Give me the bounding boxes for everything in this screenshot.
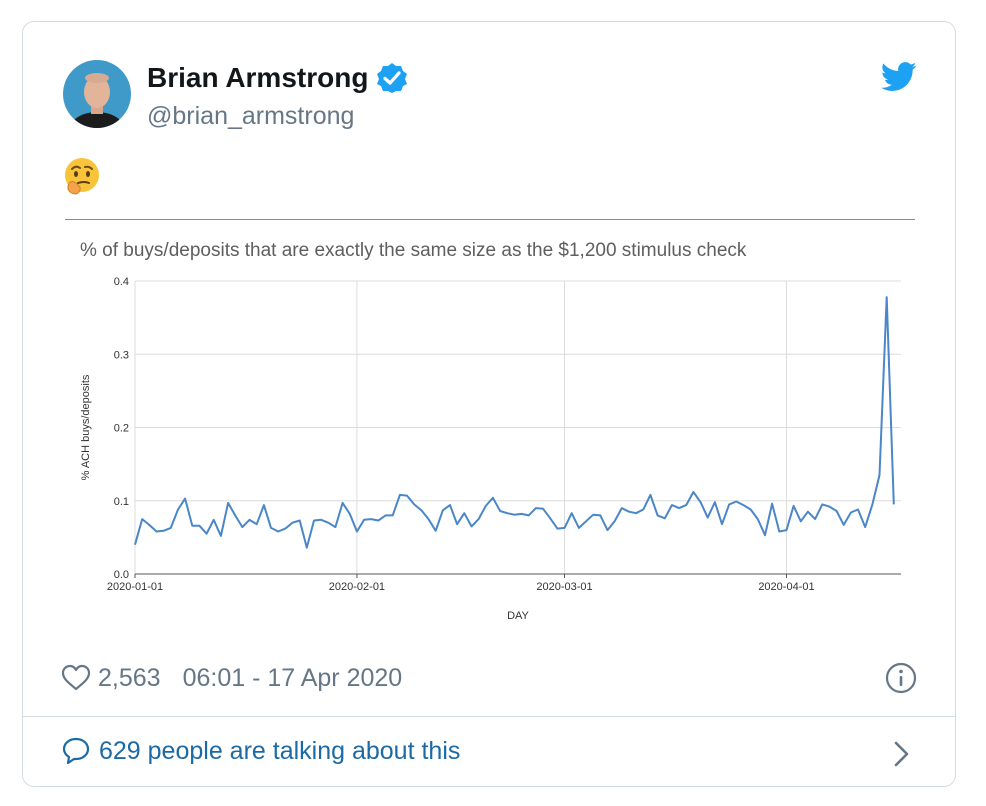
y-tick-label: 0.1 xyxy=(114,496,129,508)
y-tick-label: 0.3 xyxy=(114,349,129,361)
y-tick-label: 0.2 xyxy=(114,423,129,435)
thinking-face-emoji xyxy=(65,158,99,195)
series-line xyxy=(134,296,895,549)
tweet-timestamp[interactable]: 06:01 - 17 Apr 2020 xyxy=(182,663,403,692)
chart-container: % of buys/deposits that are exactly the … xyxy=(23,220,957,640)
footer-divider xyxy=(23,716,955,717)
avatar[interactable] xyxy=(63,60,131,128)
x-tick-label: 2020-02-01 xyxy=(329,581,385,593)
line-chart: 0.0 0.1 0.2 0.3 0.4 2020-01-01 2020-02-01 2020-… xyxy=(80,276,901,622)
tweet-meta-row: 2,563 06:01 - 17 Apr 2020 xyxy=(61,660,402,696)
speech-bubble-icon xyxy=(62,737,90,765)
conversation-link[interactable]: 629 people are talking about this xyxy=(61,736,460,766)
chart-title: % of buys/deposits that are exactly the … xyxy=(80,240,747,261)
tweet-card: Brian Armstrong @brian_armstrong % of bu… xyxy=(22,21,956,787)
x-tick-label: 2020-03-01 xyxy=(536,581,592,593)
x-tick-label: 2020-01-01 xyxy=(107,581,163,593)
author-handle[interactable]: @brian_armstrong xyxy=(147,102,355,130)
heart-icon[interactable] xyxy=(61,664,91,692)
chart-top-rule xyxy=(65,219,915,220)
info-icon[interactable] xyxy=(885,662,917,694)
conversation-count-text[interactable]: 629 people are talking about this xyxy=(99,736,461,765)
y-tick-label: 0.0 xyxy=(114,569,129,581)
x-tick-label: 2020-04-01 xyxy=(758,581,814,593)
author-display-name[interactable]: Brian Armstrong xyxy=(147,62,369,93)
like-count[interactable]: 2,563 xyxy=(98,663,161,692)
twitter-bird-icon[interactable] xyxy=(881,62,917,92)
y-axis-title: % ACH buys/deposits xyxy=(80,374,92,480)
author-name-row: Brian Armstrong xyxy=(147,62,408,94)
chevron-right-icon[interactable] xyxy=(893,740,911,768)
x-axis-title: DAY xyxy=(507,610,529,622)
verified-badge-icon xyxy=(377,63,408,93)
y-tick-label: 0.4 xyxy=(114,276,129,288)
